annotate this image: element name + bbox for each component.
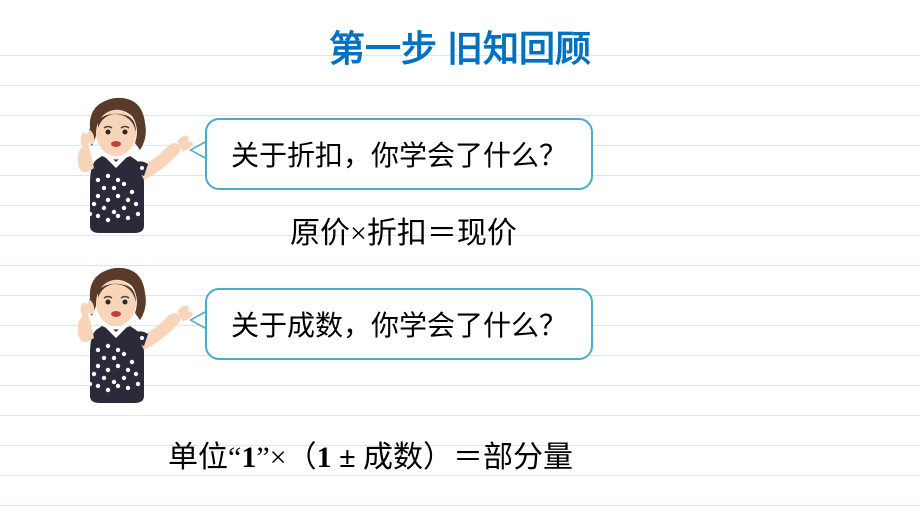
f2-prefix: 单位“: [168, 441, 241, 474]
f2-one-2: 1: [317, 441, 332, 474]
speech-bubble-2: 关于成数，你学会了什么？: [205, 288, 593, 360]
teacher-illustration-2: [60, 258, 200, 413]
formula-chengshuu: 单位“1”×（1 ± 成数）＝部分量: [168, 432, 573, 476]
teacher-illustration-1: [60, 88, 200, 243]
speech-bubble-1: 关于折扣，你学会了什么？: [205, 118, 593, 190]
formula-discount: 原价×折扣＝现价: [290, 208, 517, 252]
f2-mid2: 成数）＝部分量: [363, 441, 573, 474]
f2-one-1: 1: [241, 441, 256, 474]
f2-mid1: ”×（: [256, 441, 316, 474]
slide-title: 第一步 旧知回顾: [0, 20, 920, 72]
f2-pm: ±: [332, 441, 363, 474]
